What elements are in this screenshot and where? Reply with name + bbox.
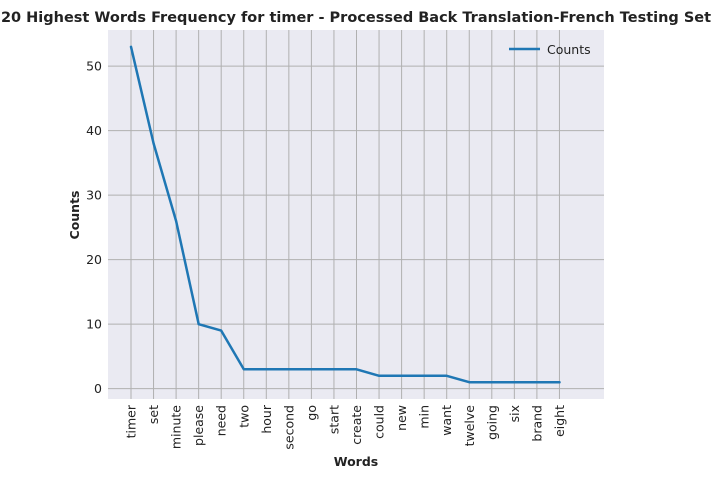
x-tick-label: need [214,405,229,436]
y-tick-label: 20 [86,252,102,267]
x-tick-label: six [507,405,522,422]
legend-label: Counts [547,42,591,57]
x-tick-label: could [372,405,387,439]
chart-title: 20 Highest Words Frequency for timer - P… [1,10,711,26]
x-tick-label: start [326,405,341,434]
x-tick-label: hour [259,404,274,433]
x-tick-label: second [281,405,296,450]
x-tick-label: going [484,405,499,440]
x-tick-label: new [394,405,409,431]
y-tick-label: 30 [86,188,102,203]
x-tick-label: minute [169,405,184,449]
x-tick-label: eight [552,405,567,437]
y-tick-labels: 0 10 20 30 40 50 [86,59,102,397]
x-tick-label: want [439,405,454,436]
x-tick-label: create [349,405,364,445]
x-tick-label: twelve [462,405,477,447]
y-axis-label: Counts [67,191,82,240]
y-tick-label: 10 [86,317,102,332]
x-tick-label: brand [529,405,544,442]
x-tick-label: timer [124,404,139,438]
x-axis-label: Words [334,454,378,469]
x-tick-label: please [191,405,206,446]
x-tick-label: two [236,405,251,428]
y-tick-label: 40 [86,123,102,138]
y-tick-label: 0 [94,381,102,396]
x-tick-label: go [304,405,319,421]
y-tick-label: 50 [86,59,102,74]
x-tick-label: set [146,405,161,424]
x-tick-label: min [417,405,432,429]
